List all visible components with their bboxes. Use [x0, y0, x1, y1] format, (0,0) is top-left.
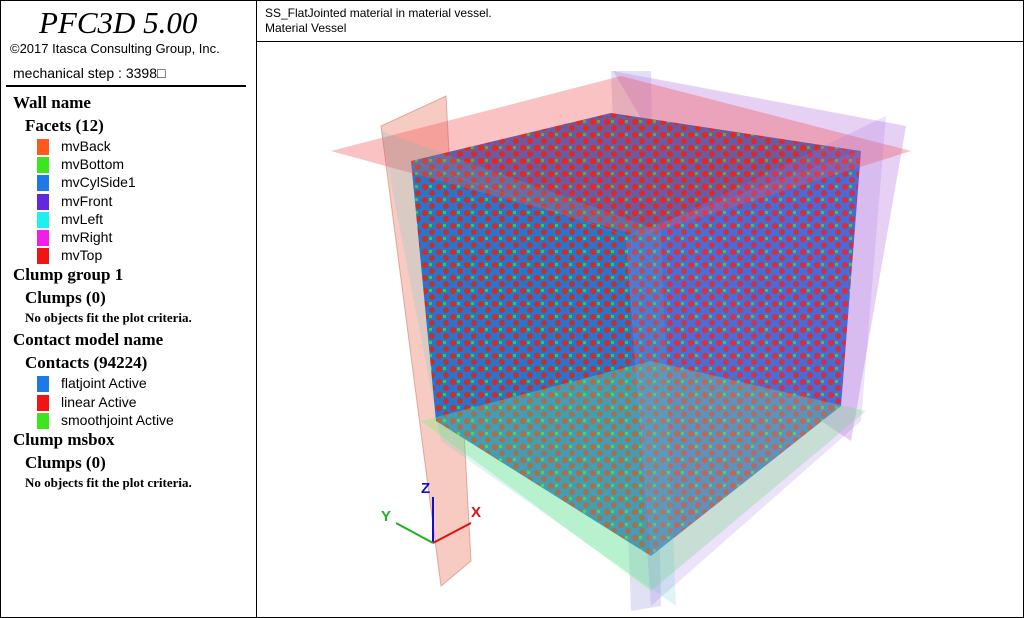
legend-swatch	[37, 193, 49, 210]
group-label: Clumps (0)	[25, 453, 106, 472]
legend-item: mvBack	[61, 138, 111, 154]
group-label: Facets (12)	[25, 116, 104, 135]
section-name: Clump group 1	[13, 265, 124, 285]
legend-swatch	[37, 394, 49, 411]
group-label: Contacts (94224)	[25, 353, 148, 373]
step-label: mechanical step : 3398□	[13, 65, 166, 81]
legend-swatch	[37, 175, 49, 192]
legend-swatch	[37, 157, 49, 174]
section-name: Clump msbox	[13, 430, 115, 449]
legend-item: mvTop	[61, 247, 103, 264]
view-title: SS_FlatJointed material in material vess…	[265, 6, 492, 20]
section-name: Wall name	[13, 93, 91, 112]
axis-y-label: Y	[381, 508, 391, 525]
legend-panel: PFC3D 5.00 ©2017 Itasca Consulting Group…	[0, 0, 257, 618]
axis-x-label: X	[471, 504, 481, 521]
model-view: Z X Y	[331, 71, 911, 611]
legend-item: mvLeft	[61, 210, 104, 227]
legend-swatch	[37, 412, 49, 429]
legend-item: mvCylSide1	[61, 174, 136, 191]
legend-swatch	[37, 139, 49, 155]
legend-item: flatjoint Active	[61, 375, 147, 392]
model-geometry: Z X Y	[331, 71, 911, 611]
legend-swatch	[37, 211, 49, 228]
legend-item: mvBottom	[61, 156, 125, 173]
view-panel: SS_FlatJointed material in material vess…	[256, 0, 1024, 618]
view-header: SS_FlatJointed material in material vess…	[257, 1, 1023, 42]
legend-item: mvRight	[61, 229, 113, 245]
legend-item: smoothjoint Active	[61, 411, 174, 428]
legend-swatch	[37, 248, 49, 265]
axis-z-label: Z	[421, 480, 430, 497]
legend-swatch	[37, 230, 49, 246]
group-label: Clumps (0)	[25, 288, 106, 308]
separator	[6, 85, 246, 87]
legend-item: linear Active	[61, 393, 137, 410]
copyright: ©2017 Itasca Consulting Group, Inc.	[10, 41, 220, 56]
note: No objects fit the plot criteria.	[25, 475, 192, 490]
app-title: PFC3D 5.00	[39, 5, 198, 40]
view-subtitle: Material Vessel	[265, 21, 347, 35]
legend-item: mvFront	[61, 192, 113, 209]
legend-swatch	[37, 376, 49, 393]
note: No objects fit the plot criteria.	[25, 310, 192, 326]
section-name: Contact model name	[13, 330, 164, 350]
